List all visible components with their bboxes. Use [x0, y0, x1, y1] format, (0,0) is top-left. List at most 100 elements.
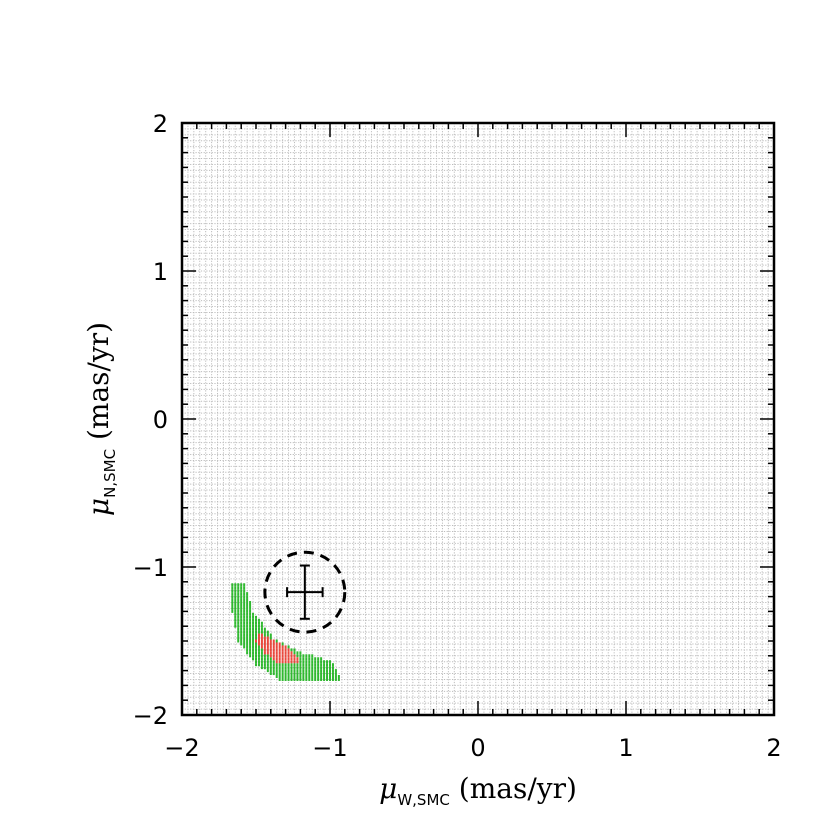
x-axis-subscript: W,SMC: [397, 791, 450, 809]
red-region-point: [275, 660, 278, 664]
red-region-point: [278, 648, 281, 652]
green-region-point: [243, 615, 246, 619]
green-region-point: [260, 621, 263, 625]
green-region-point: [287, 677, 290, 681]
green-region-point: [234, 589, 237, 593]
green-region-point: [257, 630, 260, 634]
green-region-point: [296, 663, 299, 667]
green-region-point: [255, 642, 257, 646]
green-region-point: [314, 677, 317, 681]
green-region-point: [287, 675, 290, 679]
measurement-markers: [263, 550, 347, 634]
green-region-point: [243, 586, 246, 590]
green-region-point: [243, 624, 246, 628]
green-region-point: [320, 657, 323, 661]
green-region-point: [326, 666, 329, 670]
green-region-point: [329, 675, 331, 679]
green-region-point: [243, 630, 246, 634]
green-region-point: [305, 669, 308, 673]
red-region-point: [263, 648, 266, 652]
green-region-point: [334, 669, 337, 673]
green-region-point: [302, 666, 305, 670]
green-region-point: [331, 666, 334, 670]
green-region-point: [237, 603, 240, 607]
green-region-point: [290, 669, 293, 673]
green-region-point: [246, 627, 249, 631]
green-region-point: [334, 677, 337, 681]
green-region-point: [296, 677, 299, 681]
green-region-point: [237, 589, 240, 593]
green-region-point: [240, 639, 243, 643]
green-region-point: [246, 601, 249, 605]
green-region-point: [237, 630, 240, 634]
green-region-point: [246, 595, 249, 599]
green-region-point: [331, 669, 334, 673]
green-region-point: [320, 669, 323, 673]
green-region-point: [240, 636, 243, 640]
green-region-point: [240, 630, 243, 634]
red-region-point: [284, 660, 287, 664]
green-region-point: [308, 669, 311, 673]
green-region-point: [287, 672, 290, 676]
green-region-point: [337, 677, 340, 681]
green-region-point: [243, 603, 246, 607]
green-region-point: [231, 601, 234, 605]
green-region-point: [287, 663, 290, 667]
green-region-point: [249, 612, 252, 616]
green-region-point: [308, 654, 311, 658]
green-region-point: [314, 663, 317, 667]
green-region-point: [314, 660, 317, 664]
red-region-point: [281, 648, 284, 652]
green-region-point: [311, 672, 314, 676]
green-region-point: [266, 630, 269, 634]
green-region-point: [257, 648, 260, 652]
green-region-point: [237, 639, 240, 643]
x-tick-label: 1: [618, 734, 633, 762]
green-region-point: [278, 663, 281, 667]
green-region-point: [243, 633, 246, 637]
green-region-point: [329, 666, 331, 670]
green-region-point: [314, 675, 317, 679]
green-region-point: [293, 651, 296, 655]
green-region-point: [252, 654, 255, 658]
red-region-point: [281, 660, 284, 664]
y-tick-label: −2: [133, 702, 168, 730]
green-region-point: [302, 669, 305, 673]
red-region-point: [266, 636, 269, 640]
green-region-point: [263, 657, 266, 661]
green-region-point: [246, 639, 249, 643]
red-region-point: [281, 654, 284, 658]
green-region-point: [305, 672, 308, 676]
green-region-point: [237, 601, 240, 605]
green-region-point: [269, 636, 272, 640]
green-region-point: [302, 657, 305, 661]
y-axis-greek: μ: [82, 498, 115, 516]
green-region-point: [240, 627, 243, 631]
red-region-point: [272, 654, 275, 658]
green-region-point: [246, 651, 249, 655]
green-region-point: [266, 660, 269, 664]
green-region-point: [290, 675, 293, 679]
green-region-point: [257, 651, 260, 655]
green-region-point: [240, 621, 243, 625]
green-region-point: [246, 609, 249, 613]
green-region-point: [299, 677, 302, 681]
green-region-point: [237, 618, 240, 622]
green-region-point: [284, 666, 287, 670]
green-region-point: [240, 606, 243, 610]
red-region-point: [272, 645, 275, 649]
green-region-point: [257, 618, 260, 622]
red-region-point: [275, 645, 278, 649]
green-region-point: [266, 657, 269, 661]
green-region-point: [252, 615, 255, 619]
y-tick-label: 0: [153, 406, 168, 434]
green-region-point: [320, 660, 323, 664]
green-region-point: [320, 675, 323, 679]
green-region-point: [249, 654, 252, 658]
red-region-point: [263, 642, 266, 646]
green-region-point: [243, 606, 246, 610]
green-region-point: [252, 627, 255, 631]
green-region-point: [275, 669, 278, 673]
green-region-point: [255, 624, 257, 628]
red-region-point: [257, 642, 260, 646]
